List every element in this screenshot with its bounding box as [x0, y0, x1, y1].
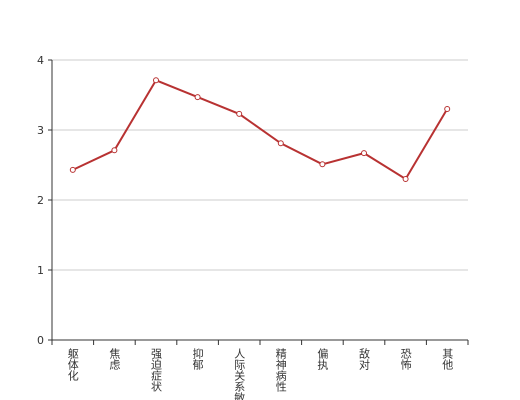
point — [402, 176, 409, 182]
y-tick-label: 3 — [37, 124, 44, 137]
x-tick-label: 人际关系敏感 — [233, 348, 246, 400]
x-tick-label: 躯体化 — [66, 348, 79, 382]
point — [277, 140, 284, 147]
point — [194, 94, 201, 101]
point — [444, 106, 451, 112]
x-tick-label: 强迫症状 — [150, 348, 163, 392]
x-tick-label: 敌对 — [358, 347, 371, 370]
x-tick-label: 精神病性 — [274, 348, 287, 393]
line — [72, 79, 449, 181]
x-tick-label: 偏执 — [316, 347, 329, 371]
point — [153, 77, 159, 84]
x-tick-label: 焦虑 — [108, 348, 121, 370]
point — [236, 110, 243, 117]
y-tick-label: 0 — [37, 334, 44, 347]
y-tick-label: 2 — [37, 194, 44, 207]
y-tick-label: 1 — [37, 264, 44, 277]
x-tick-label: 恐怖 — [399, 348, 412, 370]
point — [319, 161, 326, 168]
x-tick-label: 其他 — [441, 348, 454, 370]
x-tick-label: 抑郁 — [191, 347, 204, 370]
point — [69, 166, 76, 173]
point — [361, 150, 367, 157]
point — [111, 147, 118, 154]
y-tick-label: 4 — [37, 54, 44, 67]
